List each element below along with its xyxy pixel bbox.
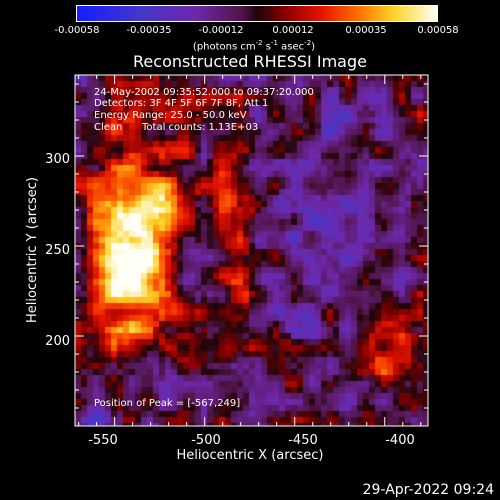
detectors-text: Detectors: 3F 4F 5F 6F 7F 8F, Att 1: [94, 98, 269, 109]
x-tick-label: -400: [385, 433, 415, 448]
colorbar-tick: 0.00012: [272, 25, 314, 36]
time-range-text: 24-May-2002 09:35:52.000 to 09:37:20.000: [94, 87, 314, 98]
x-tick-label: -450: [288, 433, 318, 448]
colorbar-tick: 0.00035: [345, 25, 387, 36]
y-tick-label: 200: [45, 334, 70, 349]
peak-position-text: Position of Peak = [-567,249]: [94, 398, 241, 409]
axis-ticks: [75, 75, 428, 427]
colorbar-unit-label: (photons cm-2 s-1 asec-2): [192, 39, 316, 53]
x-tick-label: -500: [191, 433, 221, 448]
plot-title: Reconstructed RHESSI Image: [133, 52, 367, 71]
y-tick-label: 250: [45, 243, 70, 258]
colorbar-tick: -0.00058: [54, 25, 100, 36]
x-axis-label: Heliocentric X (arcsec): [177, 448, 324, 463]
clean-label: Clean: [94, 122, 123, 133]
colorbar-tick: -0.00012: [198, 25, 244, 36]
y-tick-label: 300: [45, 152, 70, 167]
energy-range-text: Energy Range: 25.0 - 50.0 keV: [94, 110, 247, 121]
y-axis-label: Heliocentric Y (arcsec): [25, 177, 40, 323]
colorbar-tick: 0.00058: [417, 25, 459, 36]
colorbar-gradient: [76, 5, 438, 22]
x-tick-label: -550: [88, 433, 118, 448]
total-counts-text: Total counts: 1.13E+03: [142, 122, 259, 133]
footer-timestamp: 29-Apr-2022 09:24: [362, 482, 494, 498]
rhessi-image-map: [75, 75, 428, 426]
colorbar-tick: -0.00035: [126, 25, 172, 36]
plot-frame: [74, 74, 429, 427]
